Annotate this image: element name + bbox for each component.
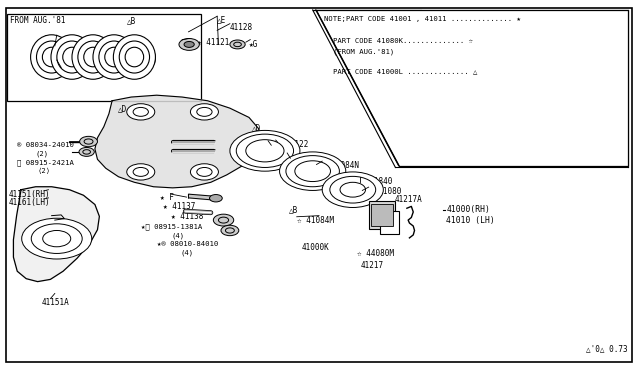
Text: 41128: 41128 <box>230 23 253 32</box>
Ellipse shape <box>51 35 93 79</box>
FancyBboxPatch shape <box>369 201 396 229</box>
Text: 41217: 41217 <box>360 261 383 270</box>
Circle shape <box>127 104 155 120</box>
Circle shape <box>184 41 195 47</box>
FancyBboxPatch shape <box>7 14 201 101</box>
Text: ★ 41121: ★ 41121 <box>196 38 229 47</box>
Text: △A: △A <box>40 35 49 44</box>
Polygon shape <box>95 95 262 188</box>
Ellipse shape <box>79 51 88 65</box>
Text: (FROM AUG.'81): (FROM AUG.'81) <box>333 48 394 55</box>
Text: 41151A: 41151A <box>42 298 70 307</box>
Text: 41161(LH): 41161(LH) <box>8 198 50 207</box>
Ellipse shape <box>93 35 135 79</box>
Text: FROM AUG.'81: FROM AUG.'81 <box>10 16 66 25</box>
Text: 41000(RH): 41000(RH) <box>446 205 490 214</box>
Circle shape <box>191 164 218 180</box>
Circle shape <box>322 172 383 208</box>
Text: ★G: ★G <box>249 39 259 49</box>
Text: NOTE;PART CODE 41001 , 41011 .............. ★: NOTE;PART CODE 41001 , 41011 ...........… <box>324 16 521 22</box>
Circle shape <box>230 131 300 171</box>
Text: ☆ 44080M: ☆ 44080M <box>357 249 394 258</box>
Text: (4): (4) <box>181 249 194 256</box>
Circle shape <box>127 164 155 180</box>
Circle shape <box>179 38 199 50</box>
Text: 41217A: 41217A <box>394 195 422 204</box>
Circle shape <box>230 40 245 49</box>
Polygon shape <box>13 187 99 282</box>
Text: ☆ 41084M: ☆ 41084M <box>297 217 333 225</box>
Text: △C: △C <box>44 60 53 69</box>
Text: △E: △E <box>217 16 227 25</box>
Text: ★ F: ★ F <box>160 193 173 202</box>
Text: 41151(RH): 41151(RH) <box>8 190 50 199</box>
Text: ★ 41084N: ★ 41084N <box>322 161 359 170</box>
Text: ★Ⓜ 08915-1381A: ★Ⓜ 08915-1381A <box>141 224 202 230</box>
Ellipse shape <box>145 49 156 67</box>
Circle shape <box>213 214 234 226</box>
Text: ★ 41080: ★ 41080 <box>369 187 401 196</box>
Circle shape <box>22 218 92 259</box>
Ellipse shape <box>72 35 114 79</box>
Text: PART CODE 41000L .............. △: PART CODE 41000L .............. △ <box>333 68 477 74</box>
Circle shape <box>191 104 218 120</box>
Text: (2): (2) <box>36 151 49 157</box>
Ellipse shape <box>101 50 111 66</box>
Text: ★ 41138: ★ 41138 <box>172 212 204 221</box>
Circle shape <box>79 147 94 156</box>
Circle shape <box>221 225 239 235</box>
Text: 41000K: 41000K <box>302 243 330 253</box>
Text: ★ 41122: ★ 41122 <box>276 140 308 149</box>
Text: △B: △B <box>127 16 136 25</box>
Text: 41010 (LH): 41010 (LH) <box>446 216 495 225</box>
Text: △B: △B <box>289 205 298 214</box>
Text: △'0△ 0.73: △'0△ 0.73 <box>586 344 628 353</box>
Text: ★® 08010-84010: ★® 08010-84010 <box>157 241 218 247</box>
Text: ★ 41137: ★ 41137 <box>163 202 195 211</box>
Text: ® 08034-24010: ® 08034-24010 <box>17 142 74 148</box>
Text: △C: △C <box>287 153 296 162</box>
Text: PART CODE 41080K.............. ☆: PART CODE 41080K.............. ☆ <box>333 38 473 44</box>
Text: (4): (4) <box>172 232 184 239</box>
Text: △D: △D <box>118 105 128 113</box>
FancyBboxPatch shape <box>380 211 399 234</box>
Ellipse shape <box>57 51 65 65</box>
Ellipse shape <box>123 50 133 66</box>
FancyBboxPatch shape <box>371 204 393 226</box>
Text: △D: △D <box>252 123 261 132</box>
Circle shape <box>79 137 97 147</box>
Text: ⟨2⟩: ⟨2⟩ <box>38 167 51 174</box>
Text: Ⓜ 08915-2421A: Ⓜ 08915-2421A <box>17 159 74 166</box>
Ellipse shape <box>31 35 73 79</box>
Circle shape <box>209 195 222 202</box>
Circle shape <box>280 152 346 190</box>
Ellipse shape <box>113 35 156 79</box>
Polygon shape <box>189 194 216 200</box>
Polygon shape <box>316 10 628 166</box>
Text: ★ 41840: ★ 41840 <box>360 177 393 186</box>
